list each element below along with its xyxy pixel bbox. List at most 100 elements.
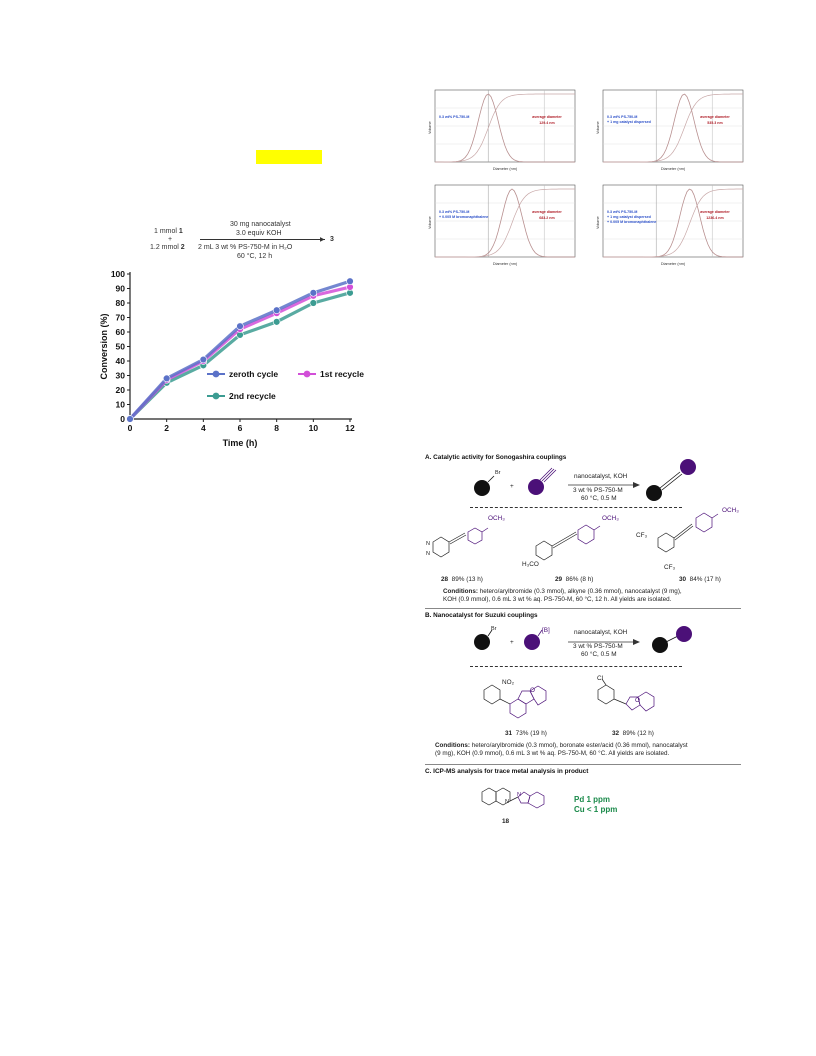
data-point [236,322,244,330]
cf3-bottom-30: CF₃ [664,564,676,571]
n-label-indole: N [517,792,521,798]
dls-right-text-1: average diameter [700,115,730,119]
dls-y-label: Volume [596,121,600,134]
y-tick-label: 80 [116,298,126,308]
dls-x-label: Diameter (nm) [661,262,686,266]
och3-29: OCH₃ [602,515,619,522]
product-ball-purple [680,459,696,475]
compound-18-label: 18 [502,818,510,825]
legend-label: 2nd recycle [229,391,276,401]
dls-cumulative [603,188,743,258]
legend-label: zeroth cycle [229,369,278,379]
dls-panel: Volume Diameter (nm) 0.3 wt% PS-750-M + 0.0… [428,184,576,266]
och3-30: OCH₃ [722,507,739,514]
compound-18-structure [481,787,545,809]
cu-ppm: Cu < 1 ppm [574,805,618,814]
dls-plots: Volume Diameter (nm) 0.3 wt% PS-750-M avera… [428,89,744,266]
data-point [126,415,134,423]
divider-b-c [425,764,741,765]
n-label-quinoline: N [505,799,509,805]
y-tick-label: 90 [116,284,126,294]
x-tick-label: 0 [128,423,133,433]
x-tick-label: 8 [274,423,279,433]
dls-right-text-2: 129.4 nm [539,121,554,125]
compound-31-label: 31 73% (19 h) [505,730,547,737]
dls-cumulative [603,93,743,163]
aryl-bromide-ball [474,480,490,496]
divider-dashed-a [470,507,682,508]
x-tick-label: 10 [309,423,319,433]
dls-y-label: Volume [428,121,432,134]
product-ball-black-b [652,637,668,653]
conditions-a: Conditions: hetero/arylbromide (0.3 mmol… [443,588,682,603]
dls-panels: Volume Diameter (nm) 0.3 wt% PS-750-M avera… [425,88,745,270]
data-point [309,299,318,307]
br-label-a: Br [495,470,501,476]
dls-left-text: 0.3 wt% PS-750-M [439,115,469,119]
y-tick-label: 10 [116,400,126,410]
legend-label: 1st recycle [320,369,364,379]
section-c-title: C. ICP-MS analysis for trace metal analy… [425,768,589,775]
product-number: 3 [330,236,334,243]
och3-28: OCH₃ [488,515,505,522]
compounds-28-30: N N [426,512,719,561]
data-point [272,306,281,314]
reactant-2: 1.2 mmol 2 [150,244,185,251]
reagent-below-a-2: 60 °C, 0.5 M [581,495,617,502]
compound-29-label: 29 86% (8 h) [555,576,594,583]
plus-b: + [510,639,514,646]
dls-right-text-1: average diameter [700,210,730,214]
cf3-top-30: CF₃ [636,532,648,539]
reagent-above-b: nanocatalyst, KOH [574,629,628,636]
plus-sign: + [168,236,173,243]
section-b-title: B. Nanocatalyst for Suzuki couplings [425,612,538,619]
data-point [309,289,318,297]
dls-x-label: Diameter (nm) [661,167,686,171]
compound-32-label: 32 89% (12 h) [612,730,654,737]
no2-label: NO₂ [502,679,515,686]
section-a-title: A. Catalytic activity for Sonogashira co… [425,454,567,461]
cl-label: Cl [597,675,604,682]
dls-x-label: Diameter (nm) [493,167,518,171]
y-tick-label: 40 [116,356,126,366]
y-tick-label: 100 [111,269,125,279]
br-label-b: Br [491,626,497,632]
x-tick-label: 12 [345,423,355,433]
x-axis-label: Time (h) [223,438,258,448]
sonogashira-scheme [474,459,696,501]
conversion-chart: 0 10 20 30 40 50 60 70 80 90 100 0 2 4 6 8 10 12 Time (h) C… [99,269,364,448]
dls-right-text-2: 683.2 nm [539,216,554,220]
data-point [272,318,281,326]
dls-left-text: 0.3 wt% PS-750-M + 0.005 M bromonaphthale… [439,210,488,219]
aryl-bromide-ball-b [474,634,490,650]
boron-label: [B] [542,627,550,634]
compound-28-label: 28 89% (13 h) [441,576,483,583]
y-tick-label: 60 [116,327,126,337]
h3co-29: H₃CO [522,561,539,568]
product-ball-black [646,485,662,501]
reagent-below-b-1: 3 wt % PS-750-M [573,643,623,650]
data-point [346,277,354,285]
dls-right-text-2: 1236.4 nm [706,216,723,220]
y-tick-label: 0 [120,414,125,424]
dls-panel: Volume Diameter (nm) 0.3 wt% PS-750-M + 1 m… [596,89,744,171]
legend-marker [212,392,220,400]
dls-right-text-2: 535.3 nm [707,121,722,125]
reaction-scheme-top: 1 mmol 1 + 1.2 mmol 2 30 mg nanocatalyst… [150,220,340,266]
dls-cumulative [435,188,575,258]
dls-y-label: Volume [596,216,600,229]
data-point [199,355,208,364]
conditions-below-2: 60 °C, 12 h [237,253,273,260]
o-label-32: O [635,697,640,704]
reagent-above-a: nanocatalyst, KOH [574,473,628,480]
y-axis-label: Conversion (%) [99,313,109,379]
dls-right-text-1: average diameter [532,115,562,119]
arrowhead: ▶ [320,237,325,243]
y-tick-label: 30 [116,371,126,381]
conditions-below-1: 2 mL 3 wt % PS-750-M in H₂O [198,244,293,251]
divider-a-b [425,608,741,609]
pd-ppm: Pd 1 ppm [574,795,611,804]
legend-marker [303,370,311,378]
y-tick-label: 70 [116,313,126,323]
reaction-arrow [200,239,325,240]
